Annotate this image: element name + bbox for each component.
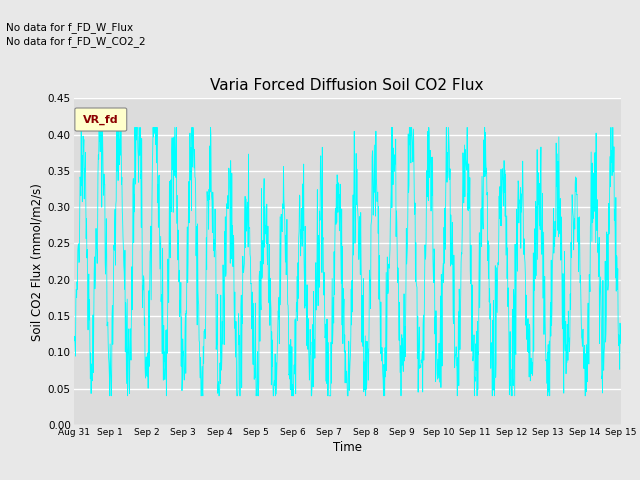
Y-axis label: Soil CO2 Flux (mmol/m2/s): Soil CO2 Flux (mmol/m2/s) <box>31 183 44 340</box>
Legend: North: North <box>310 477 384 480</box>
Text: No data for f_FD_W_CO2_2: No data for f_FD_W_CO2_2 <box>6 36 146 47</box>
Text: VR_fd: VR_fd <box>83 114 118 125</box>
Text: No data for f_FD_W_Flux: No data for f_FD_W_Flux <box>6 22 134 33</box>
Title: Varia Forced Diffusion Soil CO2 Flux: Varia Forced Diffusion Soil CO2 Flux <box>211 78 484 93</box>
X-axis label: Time: Time <box>333 441 362 454</box>
